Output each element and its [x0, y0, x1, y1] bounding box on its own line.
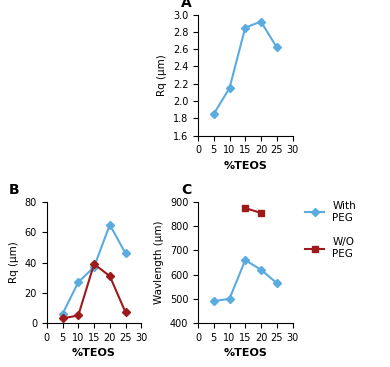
- X-axis label: %TEOS: %TEOS: [72, 348, 116, 358]
- Text: B: B: [9, 183, 20, 197]
- X-axis label: %TEOS: %TEOS: [223, 161, 267, 171]
- Y-axis label: Rq (μm): Rq (μm): [157, 54, 167, 96]
- X-axis label: %TEOS: %TEOS: [223, 348, 267, 358]
- Text: A: A: [181, 0, 192, 10]
- Legend: With
PEG, W/O
PEG: With PEG, W/O PEG: [305, 201, 356, 259]
- Y-axis label: Rq (μm): Rq (μm): [9, 241, 19, 283]
- Y-axis label: Wavlength (μm): Wavlength (μm): [154, 221, 164, 304]
- Text: C: C: [181, 183, 191, 197]
